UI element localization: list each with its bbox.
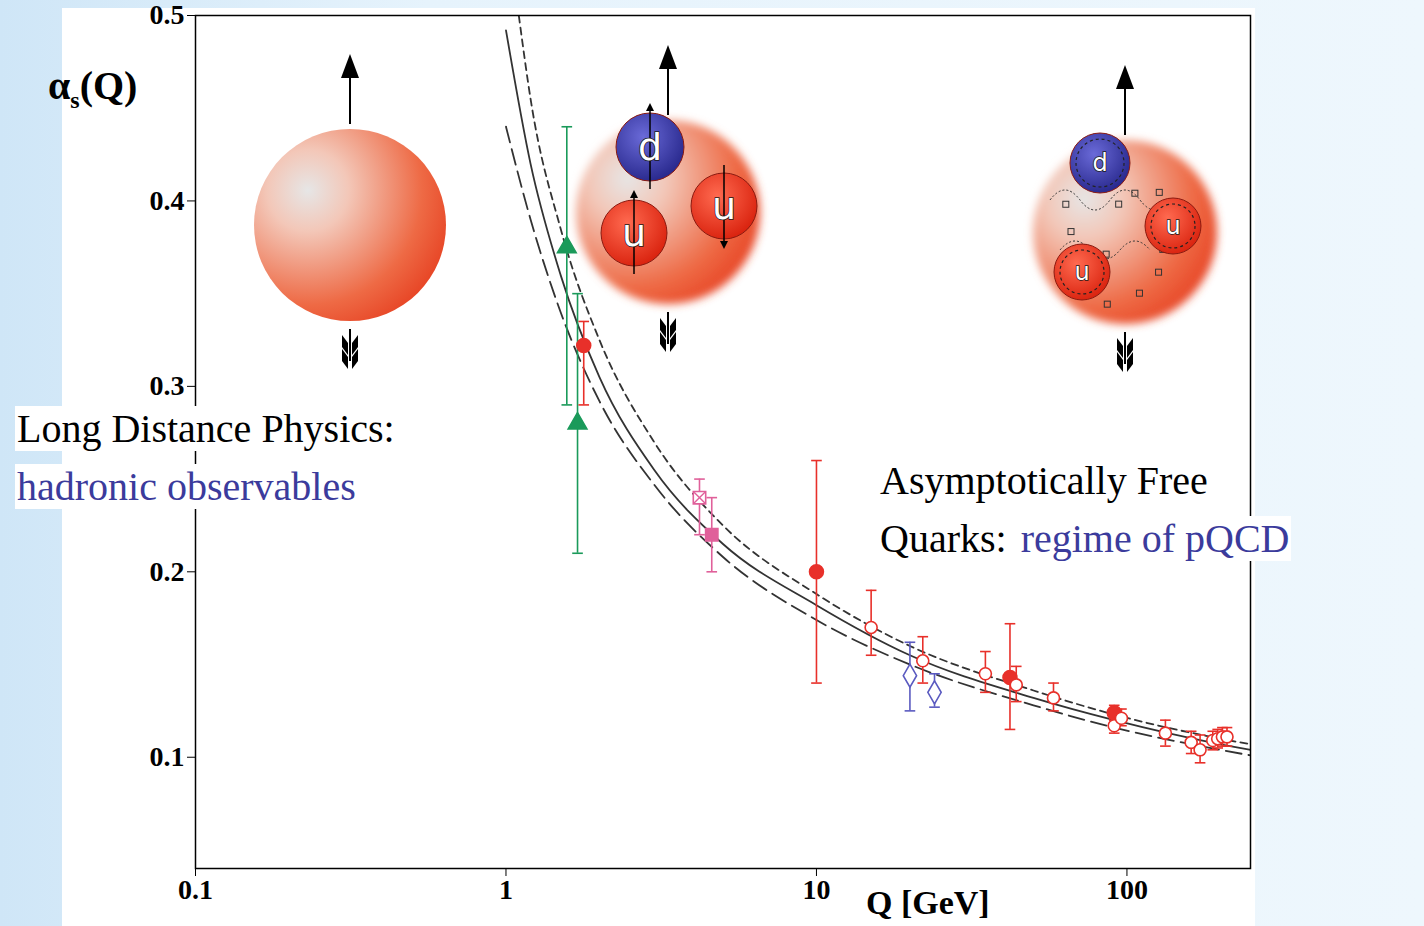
svg-text:0.1: 0.1	[150, 741, 185, 772]
html-text:Quarks: regime of pQCD: Quarks: regime of pQCD	[880, 516, 1290, 561]
svg-text:10: 10	[802, 874, 830, 905]
svg-text:100: 100	[1106, 874, 1148, 905]
svg-text:1: 1	[499, 874, 513, 905]
svg-text:u: u	[622, 211, 646, 255]
svg-text:u: u	[1074, 258, 1089, 286]
html-text:Long Distance Physics:: Long Distance Physics:	[17, 406, 395, 451]
html-text:Asymptotically Free: Asymptotically Free	[880, 458, 1208, 503]
svg-text:u: u	[712, 184, 736, 228]
svg-text:u: u	[1165, 212, 1180, 240]
html-text:αs(Q): αs(Q)	[48, 63, 138, 113]
svg-text:d: d	[1092, 149, 1107, 177]
svg-text:0.2: 0.2	[150, 556, 185, 587]
svg-text:0.1: 0.1	[178, 874, 213, 905]
html-text:hadronic observables: hadronic observables	[17, 464, 356, 509]
svg-text:d: d	[638, 125, 662, 169]
svg-text:0.5: 0.5	[150, 0, 185, 30]
svg-text:0.3: 0.3	[150, 370, 185, 401]
html-text:Q [GeV]: Q [GeV]	[866, 884, 990, 921]
svg-text:0.4: 0.4	[150, 185, 185, 216]
